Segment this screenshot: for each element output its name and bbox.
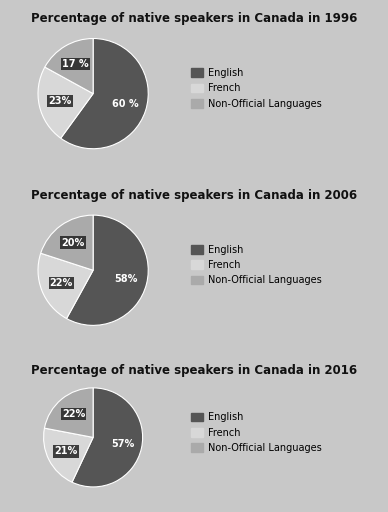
Text: 57%: 57% [111, 439, 135, 449]
Legend: English, French, Non-Official Languages: English, French, Non-Official Languages [191, 412, 321, 453]
Text: Percentage of native speakers in Canada in 2006: Percentage of native speakers in Canada … [31, 189, 357, 202]
Wedge shape [67, 215, 148, 325]
Wedge shape [38, 253, 93, 318]
Legend: English, French, Non-Official Languages: English, French, Non-Official Languages [191, 245, 321, 285]
Text: Percentage of native speakers in Canada in 1996: Percentage of native speakers in Canada … [31, 12, 357, 26]
Text: 23%: 23% [48, 96, 71, 106]
Wedge shape [41, 215, 93, 270]
Wedge shape [45, 38, 93, 94]
Text: 20%: 20% [61, 238, 85, 248]
Wedge shape [72, 388, 143, 487]
Wedge shape [45, 388, 93, 437]
Text: 22%: 22% [62, 409, 85, 419]
Text: Percentage of native speakers in Canada in 2016: Percentage of native speakers in Canada … [31, 365, 357, 377]
Text: 22%: 22% [50, 278, 73, 288]
Legend: English, French, Non-Official Languages: English, French, Non-Official Languages [191, 68, 321, 109]
Text: 17 %: 17 % [62, 59, 89, 69]
Text: 60 %: 60 % [112, 99, 139, 109]
Wedge shape [43, 428, 93, 482]
Text: 58%: 58% [114, 274, 138, 284]
Text: 21%: 21% [54, 446, 77, 456]
Wedge shape [38, 67, 93, 138]
Wedge shape [61, 38, 148, 148]
